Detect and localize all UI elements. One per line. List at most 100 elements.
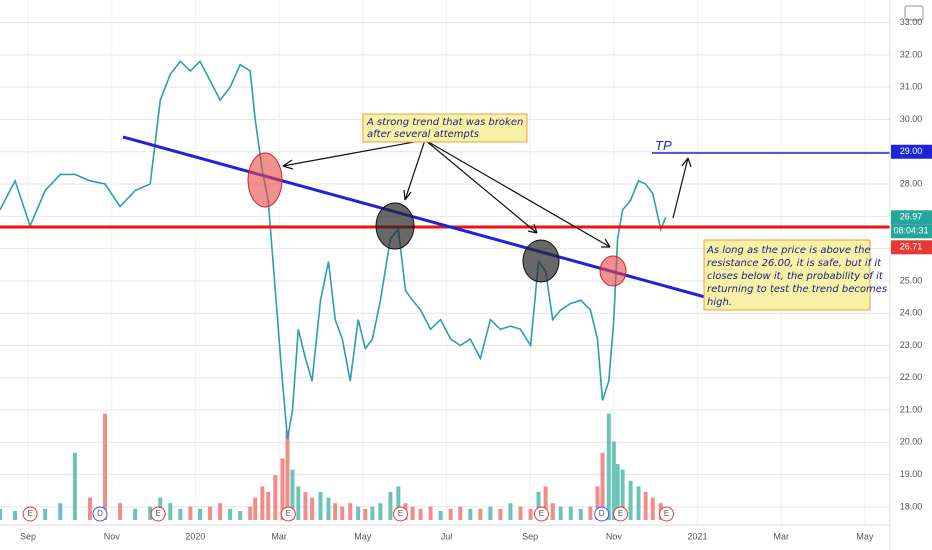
volume-bar: [178, 508, 183, 520]
event-label: D: [599, 509, 605, 518]
volume-bar: [606, 413, 611, 520]
y-tick-label: 24.00: [900, 308, 923, 318]
volume-bar: [296, 486, 301, 520]
y-tick-label: 22.00: [900, 372, 923, 382]
y-tick-label: 19.00: [900, 469, 923, 479]
volume-bar: [508, 503, 513, 520]
volume-bar: [611, 441, 616, 520]
volume-bar: [636, 486, 641, 520]
y-tick-label: 23.00: [900, 340, 923, 350]
y-tick-label: 28.00: [900, 178, 923, 188]
volume-bar: [238, 511, 243, 520]
volume-bar: [588, 506, 593, 520]
volume-bar: [218, 503, 223, 520]
volume-bar: [208, 506, 213, 520]
event-label: E: [664, 509, 669, 518]
arrow: [672, 157, 692, 219]
arrow: [424, 139, 538, 234]
price-tag-label: 26.71: [900, 242, 923, 252]
volume-bar: [370, 506, 375, 520]
arrow: [282, 139, 426, 170]
event-label: D: [97, 509, 103, 518]
volume-bar: [188, 506, 193, 520]
note-text: As long as the price is above the: [706, 245, 871, 256]
tp-label: TP: [655, 138, 672, 153]
volume-bar: [388, 492, 393, 520]
price-tag: [891, 144, 932, 159]
x-tick-label: Mar: [773, 531, 789, 541]
volume-bar: [528, 508, 533, 520]
settings-icon[interactable]: [904, 5, 924, 21]
note-text: closes below it, the probability of it: [707, 271, 884, 282]
event-marker: [659, 506, 675, 522]
x-tick-label: May: [856, 531, 874, 541]
volume-bar: [600, 452, 605, 520]
volume-bar: [550, 503, 555, 520]
circle: [522, 239, 560, 283]
volume-bar: [253, 497, 258, 520]
note-text: high.: [707, 297, 732, 308]
volume-bar: [318, 492, 323, 520]
volume-bar: [0, 508, 2, 520]
event-marker: [533, 506, 549, 522]
volume-bar: [87, 497, 92, 520]
volume-bar: [333, 503, 338, 520]
volume-bar: [348, 503, 353, 520]
event-marker: [92, 506, 108, 522]
event-marker: [150, 506, 166, 522]
event-label: E: [618, 509, 623, 518]
volume-bar: [418, 508, 423, 520]
x-tick-label: 2020: [185, 531, 205, 541]
y-tick-label: 25.00: [900, 275, 923, 285]
x-tick-label: Nov: [104, 531, 121, 541]
note-text: A strong trend that was broken: [366, 117, 523, 128]
arrow: [424, 139, 611, 248]
event-label: E: [27, 509, 32, 518]
volume-bar: [72, 452, 77, 520]
price-tag-label: 26.97: [900, 212, 923, 222]
note-text: returning to test the trend becomes: [707, 284, 887, 295]
volume-bar: [148, 506, 153, 520]
volume-bar: [378, 503, 383, 520]
y-tick-label: 21.00: [900, 404, 923, 414]
event-label: E: [398, 509, 403, 518]
volume-bar: [285, 430, 290, 520]
volume-bar: [396, 486, 401, 520]
volume-bar: [266, 492, 271, 520]
volume-bar: [326, 497, 331, 520]
volume-bar: [133, 508, 138, 520]
volume-bar: [518, 506, 523, 520]
countdown: 08:04:31: [893, 226, 928, 236]
x-tick-label: Mar: [271, 531, 287, 541]
volume-bar: [568, 506, 573, 520]
volume-bar: [168, 503, 173, 520]
y-tick-label: 33.00: [900, 17, 923, 27]
volume-bar: [363, 508, 368, 520]
volume-bar: [248, 506, 253, 520]
y-tick-label: 18.00: [900, 501, 923, 511]
price-axis: [890, 0, 932, 550]
volume-bar: [543, 486, 548, 520]
price-tag: [891, 210, 932, 225]
volume-bar: [410, 506, 415, 520]
volume-bar: [118, 503, 123, 520]
volume-bar: [43, 508, 48, 520]
note-text: after several attempts: [367, 129, 479, 140]
volume-bar: [290, 469, 295, 520]
event-marker: [22, 506, 38, 522]
volume-bar: [498, 508, 503, 520]
volume-bar: [280, 458, 285, 520]
volume-bar: [303, 492, 308, 520]
volume-bar: [595, 486, 600, 520]
time-axis: [0, 525, 890, 550]
volume-bar: [650, 497, 655, 520]
volume-bar: [536, 492, 541, 520]
arrow: [403, 139, 426, 201]
event-label: E: [286, 509, 291, 518]
price-tag: [891, 240, 932, 255]
price-tag-label: 29.00: [900, 146, 923, 156]
countdown-box: [891, 224, 932, 239]
volume-bar: [615, 464, 620, 520]
